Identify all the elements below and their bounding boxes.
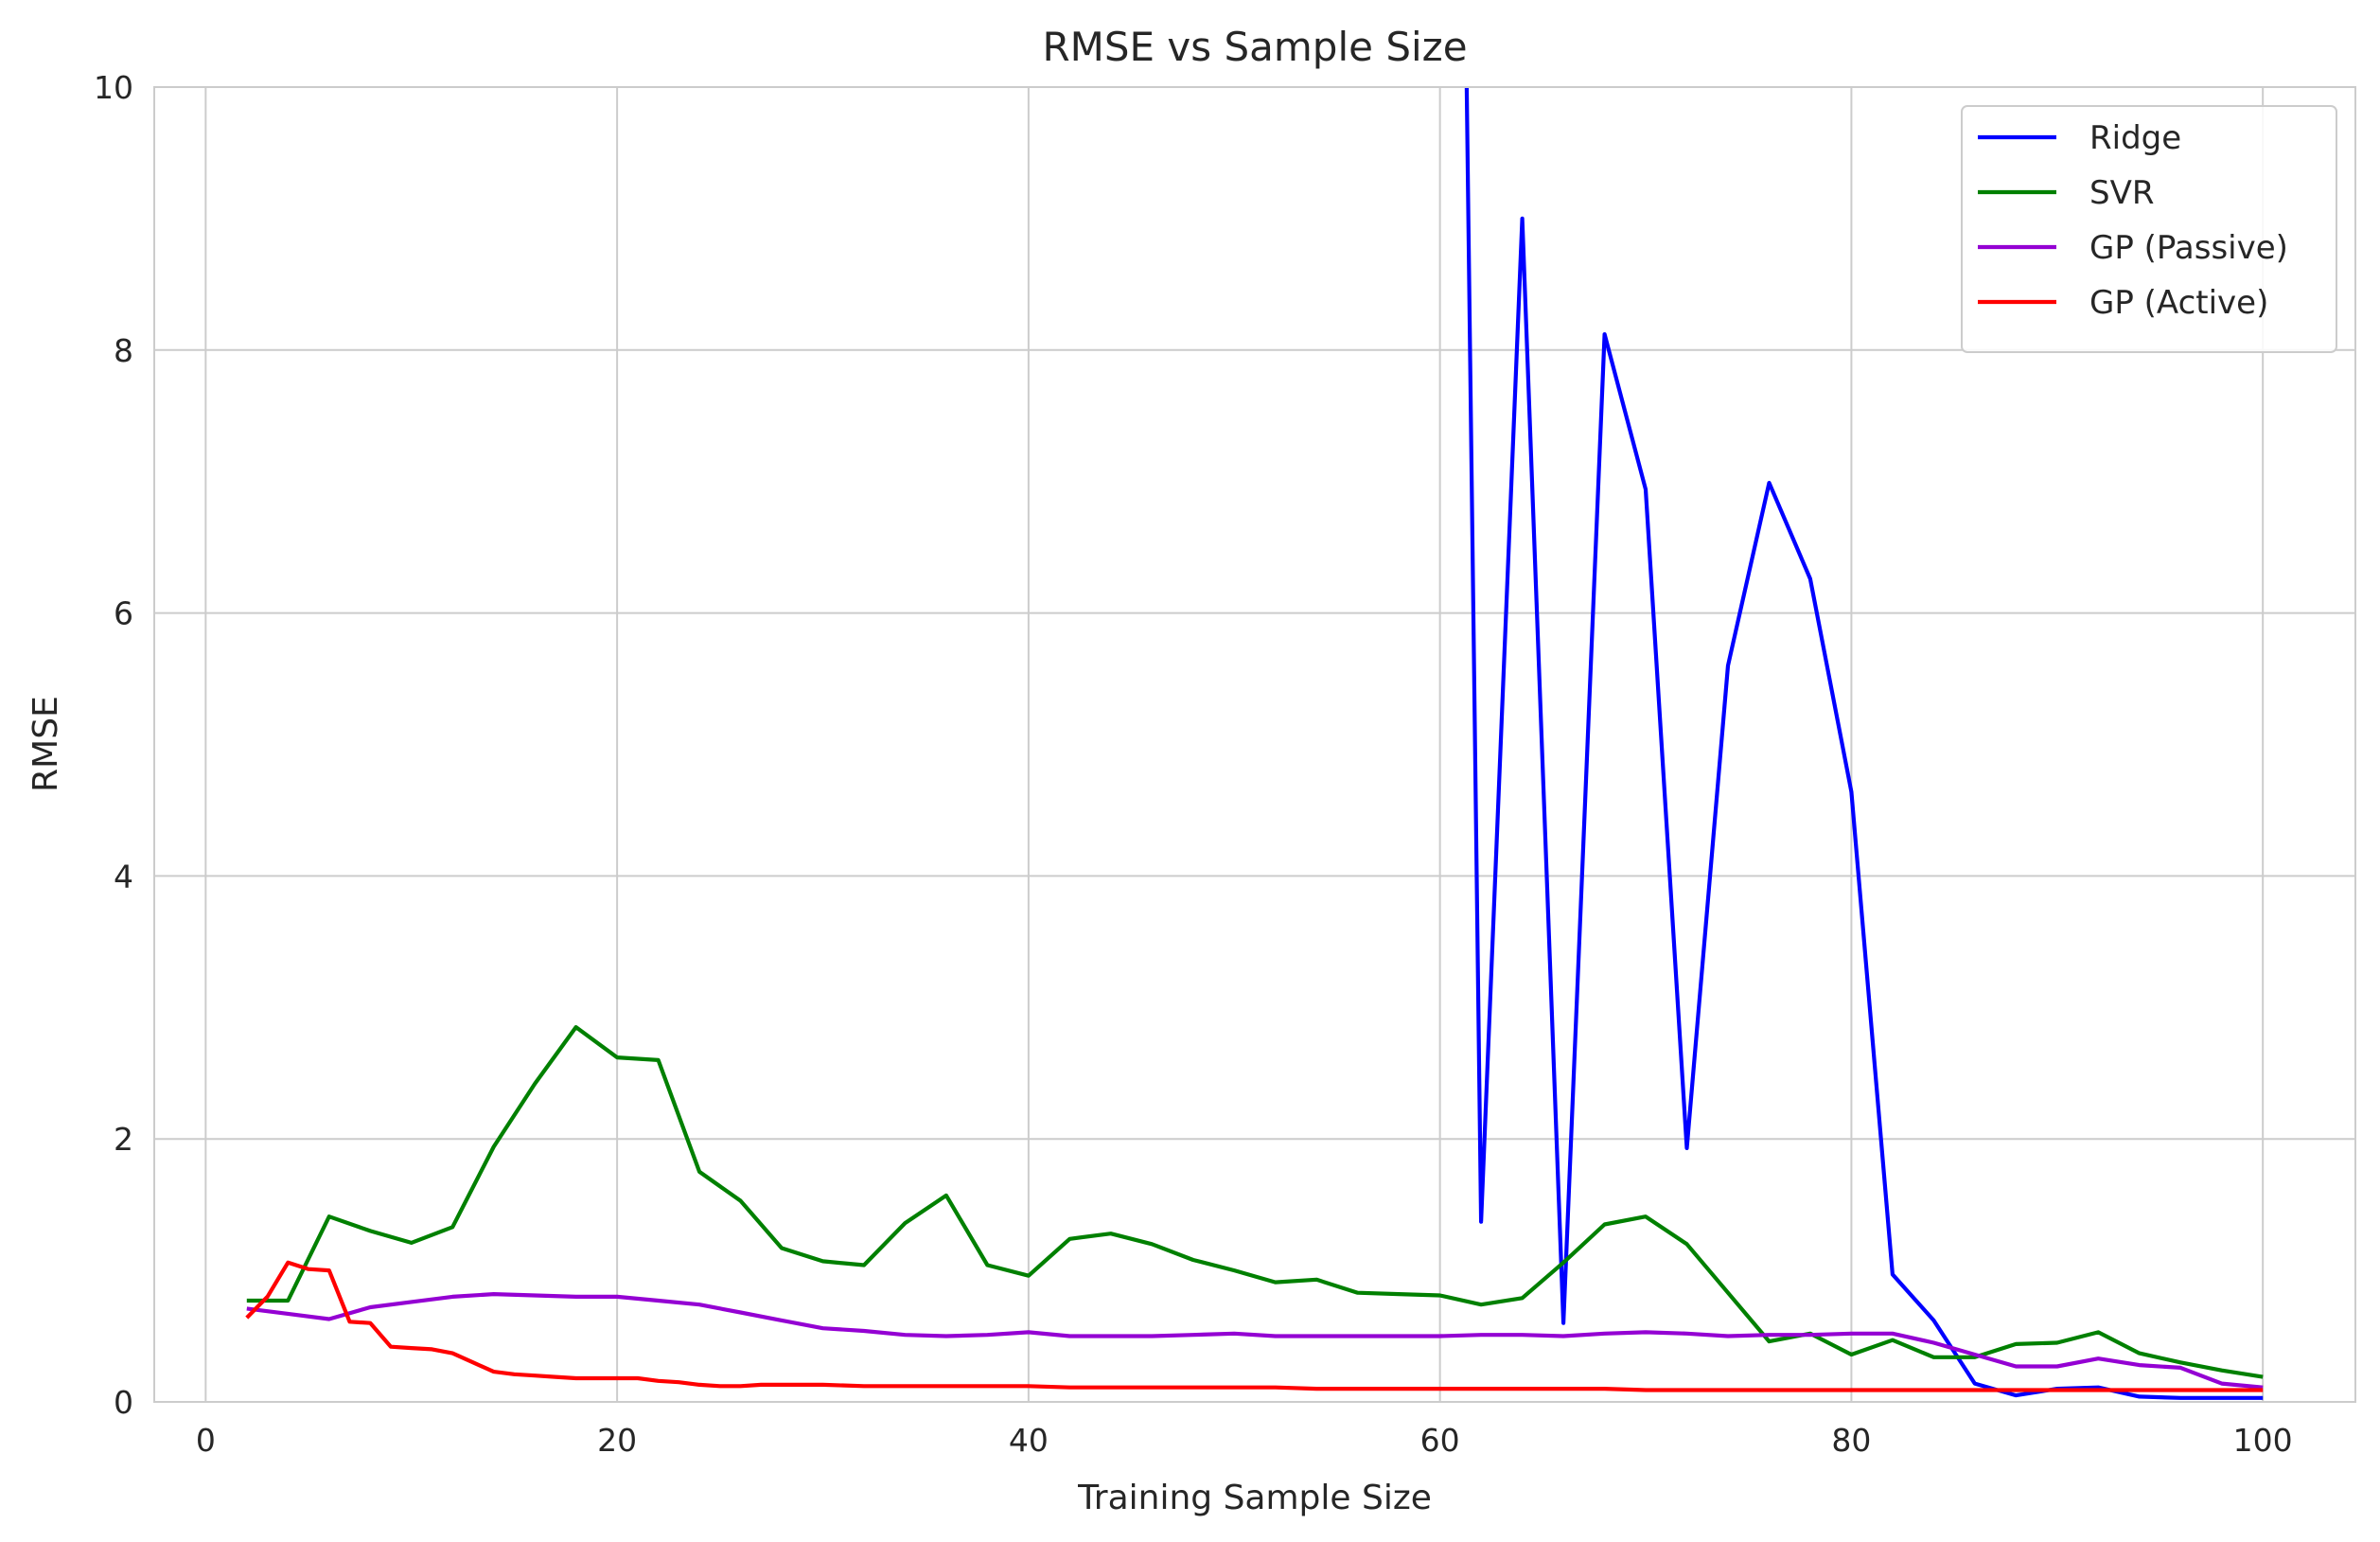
x-axis-label: Training Sample Size <box>1077 1479 1432 1517</box>
x-tick-labels: 0 20 40 60 80 100 <box>196 1422 2293 1459</box>
y-tick-label-5: 10 <box>94 69 133 106</box>
series-line-ridge <box>1464 87 2264 1400</box>
plot-frame <box>153 86 2356 1403</box>
y-tick-label-0: 0 <box>114 1384 133 1421</box>
series-layer <box>245 87 2264 1400</box>
series-line-svr <box>246 1024 2264 1379</box>
x-tick-label-1: 20 <box>597 1422 637 1459</box>
y-tick-label-3: 6 <box>114 595 133 632</box>
x-tick-label-3: 60 <box>1420 1422 1460 1459</box>
y-axis-label: RMSE <box>26 696 65 792</box>
legend-label-gp-passive: GP (Passive) <box>2089 229 2288 267</box>
y-tick-label-2: 4 <box>114 858 133 895</box>
series-line-gp-passive <box>246 1291 2264 1390</box>
chart-title: RMSE vs Sample Size <box>1042 24 1467 70</box>
y-tick-label-1: 2 <box>114 1121 133 1158</box>
y-tick-label-4: 8 <box>114 332 133 369</box>
legend-label-svr: SVR <box>2089 174 2154 212</box>
y-tick-labels: 0 2 4 6 8 10 <box>94 69 133 1421</box>
x-tick-label-4: 80 <box>1831 1422 1871 1459</box>
x-tick-label-5: 100 <box>2233 1422 2293 1459</box>
x-tick-label-2: 40 <box>1009 1422 1049 1459</box>
series-line-gp-active <box>245 1260 2264 1392</box>
x-tick-label-0: 0 <box>196 1422 216 1459</box>
legend-box <box>1961 105 2337 353</box>
axes-frame <box>153 86 2356 1403</box>
legend-label-gp-active: GP (Active) <box>2089 284 2268 322</box>
legend: Ridge SVR GP (Passive) GP (Active) <box>1961 105 2337 353</box>
legend-label-ridge: Ridge <box>2089 119 2181 157</box>
